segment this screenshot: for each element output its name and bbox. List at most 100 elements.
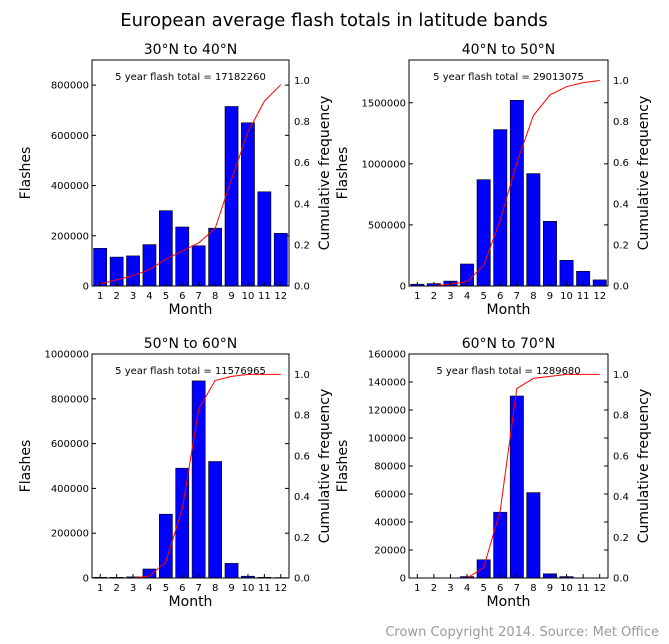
x-tick-label: 9 <box>547 291 553 302</box>
x-tick-label: 11 <box>577 291 590 302</box>
x-tick-label: 2 <box>113 583 119 594</box>
plot-frame <box>408 59 609 287</box>
y-tick-label: 800000 <box>51 394 89 405</box>
figure-title: European average flash totals in latitud… <box>120 10 548 31</box>
x-tick-label: 7 <box>514 583 520 594</box>
y2-tick-label: 0.2 <box>294 240 310 251</box>
y-tick-label: 1000000 <box>361 159 406 170</box>
copyright-credit: Crown Copyright 2014. Source: Met Office <box>385 625 659 640</box>
bar-month-5 <box>159 210 173 287</box>
x-tick-label: 1 <box>97 583 103 594</box>
y2-tick-label: 0.8 <box>294 411 310 422</box>
y-tick-label: 40000 <box>374 518 406 529</box>
x-tick-label: 12 <box>593 291 606 302</box>
y-axis-label: Flashes <box>335 440 351 493</box>
x-tick-label: 8 <box>530 583 536 594</box>
y-tick-label: 200000 <box>51 231 89 242</box>
y2-tick-label: 0.4 <box>294 492 310 503</box>
x-tick-label: 9 <box>547 583 553 594</box>
x-tick-label: 9 <box>228 291 234 302</box>
x-tick-label: 12 <box>274 583 287 594</box>
bar-month-6 <box>493 129 508 287</box>
x-tick-label: 4 <box>464 291 470 302</box>
y-tick-label: 600000 <box>51 439 89 450</box>
y2-tick-label: 1.0 <box>613 370 629 381</box>
y-tick-label: 0 <box>400 574 406 585</box>
cumulative-frequency-line <box>100 373 281 579</box>
plot-frame <box>91 59 290 287</box>
y-tick-label: 500000 <box>368 220 406 231</box>
y2-tick-label: 0.0 <box>613 574 629 585</box>
x-tick-label: 10 <box>560 583 573 594</box>
y2-axis-label: Cumulative frequency <box>636 389 652 544</box>
y-axis-label: Flashes <box>335 147 351 200</box>
bar-month-12 <box>273 233 288 287</box>
x-tick-label: 7 <box>196 583 202 594</box>
y-tick-label: 100000 <box>368 434 406 445</box>
cumulative-frequency-line <box>417 373 600 579</box>
x-tick-label: 7 <box>514 291 520 302</box>
y2-tick-label: 0.4 <box>613 492 629 503</box>
x-tick-label: 1 <box>414 583 420 594</box>
x-tick-label: 5 <box>163 583 169 594</box>
y2-tick-label: 0.0 <box>294 574 310 585</box>
y2-tick-label: 0.6 <box>294 158 310 169</box>
chart-panel-2: 40°N to 50°N 0 500000 1000000 1500000 0.0 0.2 0… <box>335 42 652 318</box>
x-axis-label: Month <box>169 302 213 318</box>
plot-frame <box>408 353 609 579</box>
bar-month-6 <box>493 511 508 579</box>
bar-month-3 <box>126 255 140 287</box>
y-tick-label: 0 <box>83 574 89 585</box>
y2-tick-label: 0.8 <box>613 411 629 422</box>
y-axis-label: Flashes <box>18 440 34 493</box>
x-tick-label: 10 <box>242 583 255 594</box>
y-tick-label: 200000 <box>51 529 89 540</box>
y2-axis-label: Cumulative frequency <box>317 389 333 544</box>
y2-tick-label: 1.0 <box>613 76 629 87</box>
chart-panel-3: 50°N to 60°N0200000400000600000800000100… <box>18 336 333 610</box>
x-tick-label: 3 <box>447 583 453 594</box>
y2-tick-label: 0.8 <box>613 117 629 128</box>
x-tick-label: 1 <box>414 291 420 302</box>
x-tick-label: 3 <box>447 291 453 302</box>
y2-tick-label: 0.8 <box>294 117 310 128</box>
bar-month-8 <box>208 461 223 579</box>
x-tick-label: 12 <box>274 291 287 302</box>
x-tick-label: 5 <box>480 583 486 594</box>
y2-tick-label: 0.6 <box>613 451 629 462</box>
x-tick-label: 6 <box>179 291 185 302</box>
x-axis-label: Month <box>487 594 531 610</box>
bar-month-8 <box>208 227 223 287</box>
y-tick-label: 1000000 <box>44 350 89 361</box>
flash-total-annotation: 5 year flash total = 11576965 <box>115 366 266 377</box>
y-tick-label: 400000 <box>51 484 89 495</box>
x-tick-label: 3 <box>130 291 136 302</box>
y2-tick-label: 1.0 <box>294 370 310 381</box>
y2-tick-label: 0.0 <box>613 282 629 293</box>
y-tick-label: 160000 <box>368 350 406 361</box>
y2-tick-label: 0.2 <box>613 533 629 544</box>
y2-tick-label: 1.0 <box>294 76 310 87</box>
y-tick-label: 20000 <box>374 546 406 557</box>
y2-tick-label: 0.4 <box>294 199 310 210</box>
y-tick-label: 600000 <box>51 131 89 142</box>
panel-title: 40°N to 50°N <box>462 42 556 58</box>
x-tick-label: 12 <box>593 583 606 594</box>
panels-group: 30°N to 40°N02000004000006000008000000.0… <box>18 42 652 610</box>
y-tick-label: 140000 <box>368 378 406 389</box>
x-tick-label: 4 <box>464 583 470 594</box>
x-tick-label: 3 <box>130 583 136 594</box>
x-tick-label: 11 <box>577 583 590 594</box>
x-tick-label: 2 <box>431 291 437 302</box>
bar-month-7 <box>509 100 524 287</box>
plot-frame <box>91 353 290 579</box>
bar-month-8 <box>526 173 541 287</box>
panel-title: 60°N to 70°N <box>462 336 556 352</box>
y2-tick-label: 0.2 <box>294 533 310 544</box>
cumulative-frequency-line <box>100 84 282 285</box>
x-tick-label: 11 <box>258 583 271 594</box>
y-axis-label: Flashes <box>18 147 34 200</box>
y-tick-label: 120000 <box>368 406 406 417</box>
x-tick-label: 1 <box>97 291 103 302</box>
x-tick-label: 5 <box>480 291 486 302</box>
